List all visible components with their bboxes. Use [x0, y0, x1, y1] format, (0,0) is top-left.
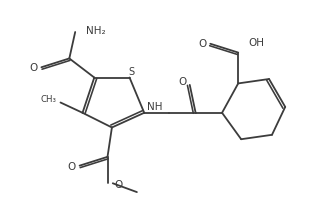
Text: NH₂: NH₂	[86, 26, 106, 35]
Text: O: O	[179, 76, 187, 86]
Text: NH: NH	[147, 102, 163, 112]
Text: OH: OH	[248, 38, 265, 48]
Text: S: S	[129, 67, 135, 77]
Text: O: O	[68, 161, 76, 171]
Text: O: O	[114, 179, 122, 189]
Text: O: O	[29, 62, 38, 72]
Text: O: O	[198, 39, 206, 49]
Text: CH₃: CH₃	[41, 94, 57, 103]
